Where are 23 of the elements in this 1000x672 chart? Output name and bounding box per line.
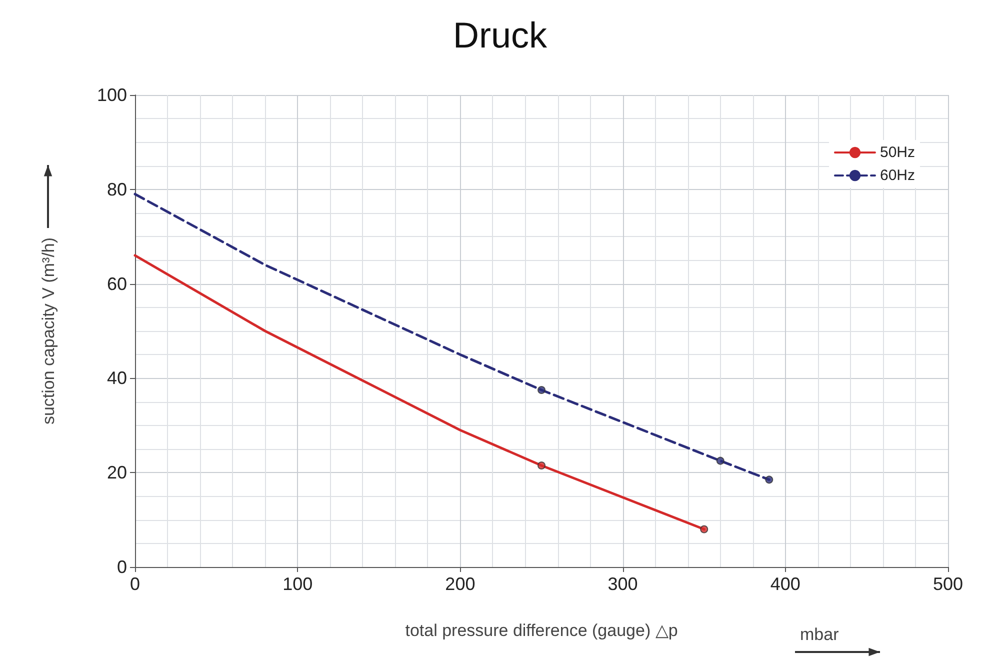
point: [716, 456, 724, 465]
chart-title: Druck: [452, 14, 548, 56]
x-tick-label: 0: [130, 574, 140, 594]
x-tick-label: 100: [282, 574, 313, 594]
y-tick-label: 40: [106, 368, 127, 388]
legend-label: 60Hz: [880, 167, 916, 184]
point: [538, 386, 546, 394]
x-tick-label: 500: [932, 574, 964, 594]
y-tick-label: 20: [106, 462, 127, 483]
y-tick-label: 60: [106, 274, 127, 294]
text: mbar: [800, 625, 839, 645]
y-tick-label: 0: [116, 557, 127, 577]
y-axis-title: suction capacity V (m³/h): [39, 237, 58, 425]
legend-label: 50Hz: [880, 144, 916, 161]
x-tick-label: 200: [445, 574, 476, 594]
x-axis-title: total pressure difference (gauge) △p: [405, 621, 678, 640]
point: [765, 476, 774, 484]
y-tick-label: 80: [106, 179, 127, 200]
x-tick-label: 400: [770, 574, 800, 594]
y-tick-label: 100: [96, 85, 127, 105]
point: [538, 462, 546, 470]
x-tick-label: 300: [608, 574, 638, 594]
point: [700, 525, 708, 534]
